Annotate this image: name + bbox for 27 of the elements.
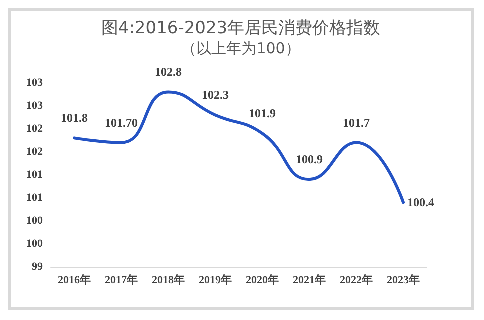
data-label: 100.9 [296,152,323,167]
x-tick-label: 2018年 [152,274,185,286]
chart-title: 图4:2016-2023年居民消费价格指数 [101,18,381,38]
y-tick-label: 101 [26,192,43,204]
x-tick-label: 2023年 [387,274,420,286]
y-tick-label: 102 [26,123,44,135]
data-label: 101.70 [105,116,138,130]
y-tick-label: 103 [26,77,44,89]
x-tick-label: 2016年 [58,274,91,286]
x-tick-label: 2022年 [340,274,373,286]
x-tick-label: 2021年 [293,274,326,286]
chart-subtitle: （以上年为100） [182,40,300,58]
x-tick-label: 2019年 [199,274,232,286]
x-tick-label: 2017年 [105,274,138,286]
y-tick-label: 100 [26,238,44,250]
y-tick-label: 103 [26,100,44,112]
data-label: 101.8 [61,111,88,126]
data-label: 102.8 [155,65,182,80]
data-label: 100.4 [408,196,434,210]
data-label: 101.9 [249,106,276,121]
y-tick-label: 102 [26,146,44,158]
data-label: 102.3 [202,88,229,102]
y-tick-label: 100 [26,215,44,227]
y-tick-label: 101 [26,169,43,181]
data-label: 101.7 [343,116,370,130]
x-tick-label: 2020年 [246,274,279,286]
y-tick-label: 99 [32,261,44,273]
